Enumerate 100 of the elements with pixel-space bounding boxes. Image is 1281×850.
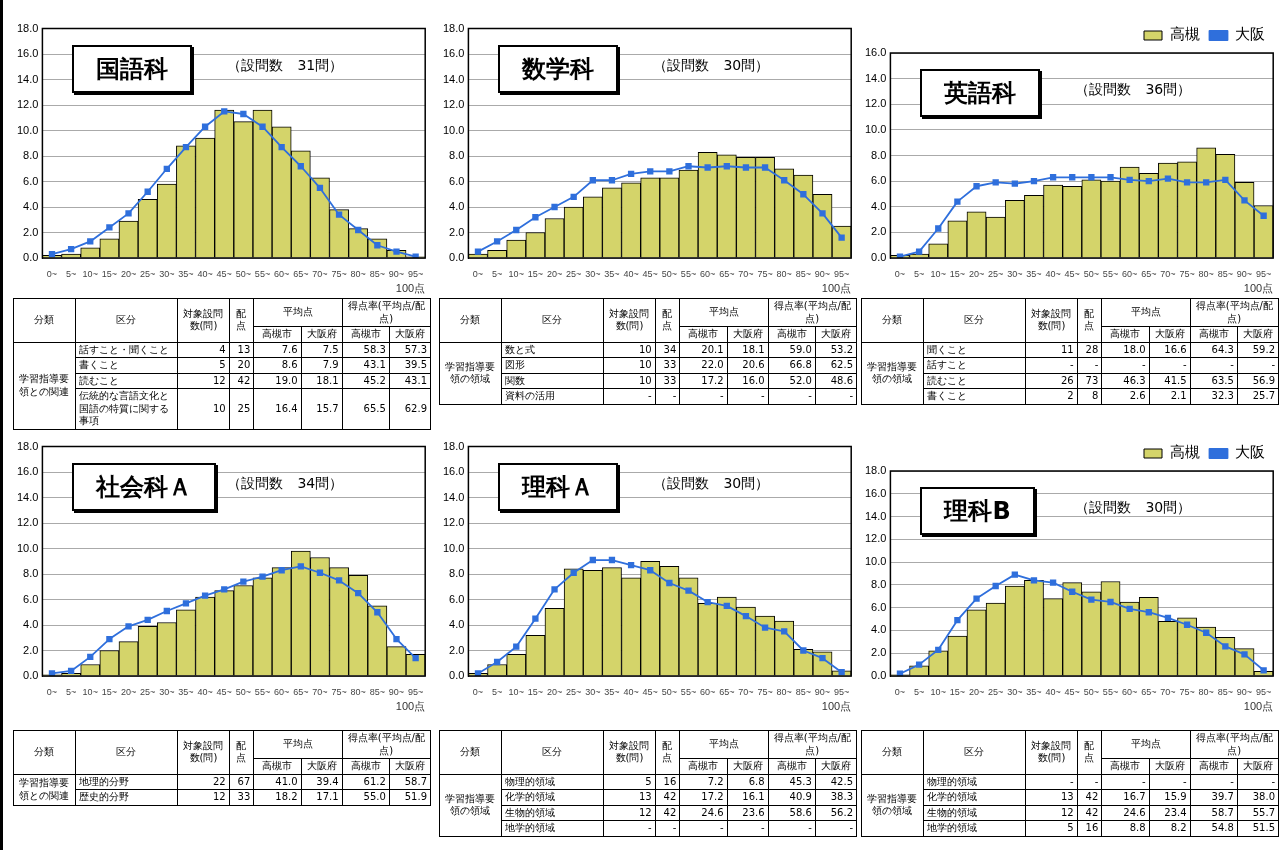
point [297, 163, 304, 170]
x-tick-label: 60~ [274, 686, 290, 697]
point [1260, 212, 1267, 219]
category-label: 対象設問数(問) [603, 298, 656, 342]
x-tick-label: 25~ [140, 686, 156, 697]
y-tick-label: 4.0 [23, 200, 39, 213]
category-label: 物理的領域 [504, 775, 555, 787]
x-tick-label: 75~ [331, 268, 347, 279]
text: 2.6 [1129, 390, 1146, 401]
x-tick-label: 40~ [1045, 268, 1061, 279]
text: 56.9 [1252, 374, 1275, 386]
text: 25 [237, 402, 251, 414]
y-tick-label: 2.0 [871, 646, 887, 659]
x-tick-label: 90~ [1236, 268, 1253, 279]
x-tick-label: 95~ [407, 686, 424, 697]
text: 得点率(平均点/配点) [342, 730, 431, 759]
point [761, 624, 769, 631]
x-tick-label: 5~ [65, 268, 77, 279]
x-tick-label: 85~ [369, 686, 385, 697]
x-tick-label: 90~ [814, 686, 831, 697]
point [106, 224, 113, 231]
x-tick-label: 0~ [46, 686, 58, 697]
point [1203, 179, 1210, 186]
x-tick-label: 15~ [949, 686, 966, 697]
text: （設問数 36問） [1075, 81, 1192, 99]
x-tick-label: 70~ [738, 686, 754, 697]
x-tick-label: 30~ [159, 686, 175, 697]
y-tick-label: 10.0 [864, 122, 887, 135]
category-label: 伝統的な言語文化と国語の特質に関する事項 [78, 390, 169, 426]
x-axis-title: 100点 [821, 700, 852, 713]
category-label: 関数 [504, 374, 525, 386]
x-tick-label: 25~ [988, 686, 1004, 697]
text: 28 [1085, 343, 1099, 355]
point [589, 177, 596, 184]
x-tick-label: 30~ [1007, 268, 1023, 279]
x-tick-label: 65~ [293, 686, 309, 697]
point [125, 210, 132, 217]
x-tick-label: 70~ [738, 268, 754, 279]
x-tick-label: 20~ [120, 268, 137, 279]
text: 区分 [923, 730, 1026, 774]
point [374, 609, 381, 616]
x-tick-label: 75~ [1179, 268, 1195, 279]
x-tick-label: 75~ [757, 686, 773, 697]
point [935, 225, 942, 232]
text: 51.5 [1252, 822, 1275, 833]
point [704, 598, 711, 606]
point [67, 667, 75, 675]
point [144, 616, 151, 624]
text: 16.0 [742, 374, 765, 386]
text: 区分 [923, 298, 1026, 342]
point [666, 579, 673, 587]
x-tick-label: 35~ [178, 268, 194, 279]
point [838, 234, 845, 241]
point [1222, 176, 1229, 184]
text: 64.3 [1211, 343, 1234, 355]
x-tick-label: 65~ [719, 686, 735, 697]
y-tick-label: 12.0 [16, 98, 39, 111]
text: 7.9 [322, 359, 339, 370]
text: 16.4 [275, 402, 298, 414]
text: （設問数 34問） [227, 474, 344, 493]
x-tick-label: 55~ [1102, 686, 1119, 697]
x-tick-label: 70~ [1160, 686, 1176, 697]
text: 23.6 [742, 806, 765, 818]
point [781, 177, 788, 184]
text: 16.7 [1123, 791, 1146, 802]
x-tick-label: 90~ [388, 686, 405, 697]
text: 12 [212, 791, 226, 802]
y-tick-label: 10.0 [442, 541, 465, 554]
text: 32.3 [1211, 390, 1234, 401]
x-tick-label: 5~ [491, 268, 503, 279]
y-tick-label: 2.0 [23, 225, 39, 238]
category-label: 資料の活用 [504, 390, 555, 401]
x-tick-label: 15~ [527, 268, 544, 279]
point [1260, 667, 1267, 674]
text: - [1271, 359, 1275, 370]
point [106, 635, 113, 643]
category-label: 図形 [504, 359, 525, 370]
text: 平均点 [679, 730, 769, 759]
category-label: 生物的領域 [926, 806, 977, 818]
x-tick-label: 5~ [491, 686, 503, 697]
text: 国語科 [72, 44, 193, 93]
x-tick-label: 50~ [661, 686, 678, 697]
x-tick-label: 20~ [120, 686, 137, 697]
x-tick-label: 0~ [472, 268, 484, 279]
x-tick-label: 80~ [350, 268, 366, 279]
y-tick-label: 0.0 [871, 669, 887, 682]
text: 55.7 [1252, 806, 1275, 818]
text: - [719, 822, 724, 833]
y-tick-label: 18.0 [442, 439, 465, 452]
point [1107, 174, 1114, 181]
text: 51.9 [404, 791, 427, 802]
x-tick-label: 15~ [101, 268, 118, 279]
category-label: 生物的領域 [504, 806, 555, 818]
point [954, 198, 961, 205]
point [201, 592, 209, 599]
text: 54.8 [1211, 822, 1234, 833]
text: 43.1 [363, 359, 386, 370]
x-tick-label: 10~ [508, 268, 524, 279]
category-label: 配点 [655, 730, 680, 774]
point [1183, 621, 1191, 628]
